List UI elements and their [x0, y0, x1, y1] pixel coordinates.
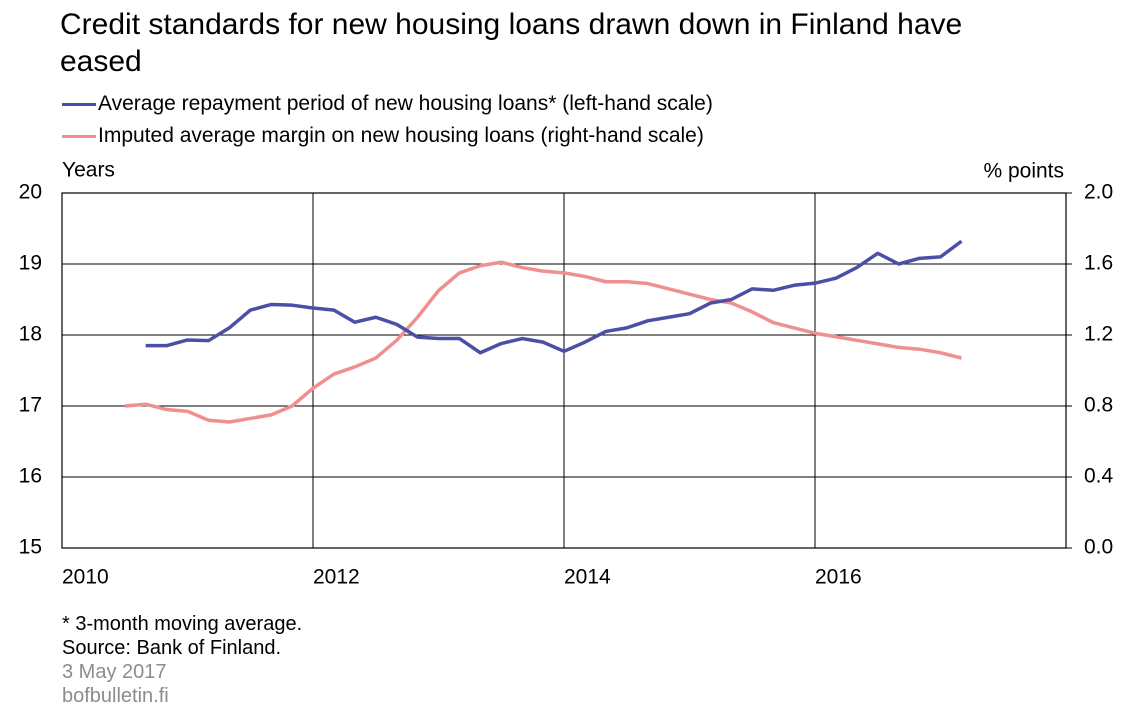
y2-axis-label: % points	[983, 160, 1064, 183]
y-tick-label: 17	[19, 394, 42, 417]
x-tick-label: 2014	[564, 566, 611, 589]
series-line	[124, 260, 962, 424]
y-tick-label: 16	[19, 465, 42, 488]
y2-tick-label: 0.4	[1084, 465, 1114, 488]
legend-entry: Imputed average margin on new housing lo…	[62, 124, 704, 148]
y2-tick-label: 2.0	[1084, 181, 1113, 204]
y-tick-label: 18	[19, 323, 42, 346]
x-tick-label: 2012	[313, 566, 360, 589]
x-tick-label: 2016	[815, 566, 862, 589]
website: bofbulletin.fi	[62, 685, 169, 707]
legend-entry: Average repayment period of new housing …	[62, 92, 713, 116]
y-axis-label: Years	[62, 159, 115, 182]
plot-frame	[61, 192, 1067, 549]
date: 3 May 2017	[62, 661, 167, 683]
y2-tick-label: 1.2	[1084, 323, 1113, 346]
y-tick-label: 20	[19, 181, 42, 204]
chart-title: Credit standards for new housing loans d…	[60, 8, 963, 78]
y-tick-label: 19	[19, 252, 42, 275]
y2-tick-label: 1.6	[1084, 252, 1113, 275]
source: Source: Bank of Finland.	[62, 637, 282, 659]
legend-label: Average repayment period of new housing …	[98, 92, 713, 115]
series-line	[145, 239, 963, 355]
legend-label: Imputed average margin on new housing lo…	[98, 124, 704, 147]
legend-swatch	[62, 102, 96, 106]
y2-tick-label: 0.0	[1084, 536, 1113, 559]
footnote: * 3-month moving average.	[62, 613, 303, 635]
x-tick-label: 2010	[62, 566, 109, 589]
y2-tick-label: 0.8	[1084, 394, 1113, 417]
y-tick-label: 15	[19, 536, 42, 559]
legend-swatch	[62, 134, 96, 138]
